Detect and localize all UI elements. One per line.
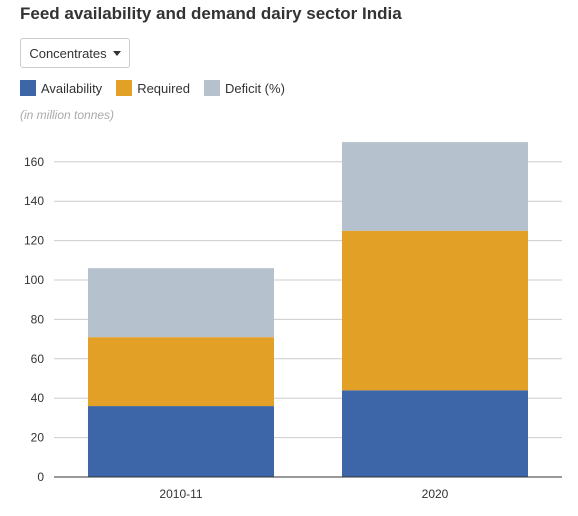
legend-item-deficit[interactable]: Deficit (%) <box>203 80 285 96</box>
y-tick-label: 80 <box>31 312 45 326</box>
y-tick-label: 40 <box>31 391 45 405</box>
y-tick-label: 20 <box>31 431 45 445</box>
bar-required-2020[interactable] <box>342 230 528 391</box>
y-tick-label: 140 <box>24 194 44 208</box>
legend-item-availability[interactable]: Availability <box>20 80 102 96</box>
legend-label-deficit: Deficit (%) <box>224 80 285 96</box>
unit-note: (in million tonnes) <box>20 108 115 122</box>
feed-type-dropdown[interactable]: Concentrates <box>20 38 130 68</box>
bar-required-2010-11[interactable] <box>88 337 274 407</box>
legend-label-required: Required <box>137 80 190 96</box>
legend-item-required[interactable]: Required <box>116 80 190 96</box>
y-tick-label: 0 <box>37 470 44 484</box>
legend-swatch-required <box>116 80 133 96</box>
legend-label-availability: Availability <box>41 80 103 96</box>
x-tick-label: 2010-11 <box>159 487 202 501</box>
bar-deficit-2020[interactable] <box>342 142 528 231</box>
dropdown-selected-label: Concentrates <box>29 45 107 61</box>
bar-availability-2020[interactable] <box>342 390 528 477</box>
legend-swatch-availability <box>20 80 36 96</box>
legend: Availability Required Deficit (%) <box>20 80 299 96</box>
legend-swatch-deficit <box>203 80 220 96</box>
y-tick-label: 160 <box>24 155 44 169</box>
y-tick-label: 60 <box>31 352 45 366</box>
bar-deficit-2010-11[interactable] <box>88 268 274 338</box>
y-tick-label: 120 <box>24 234 44 248</box>
y-tick-label: 100 <box>24 273 44 287</box>
chart-title: Feed availability and demand dairy secto… <box>20 4 402 23</box>
caret-down-icon <box>112 50 121 56</box>
bar-availability-2010-11[interactable] <box>88 406 274 477</box>
x-tick-label: 2020 <box>422 487 449 501</box>
